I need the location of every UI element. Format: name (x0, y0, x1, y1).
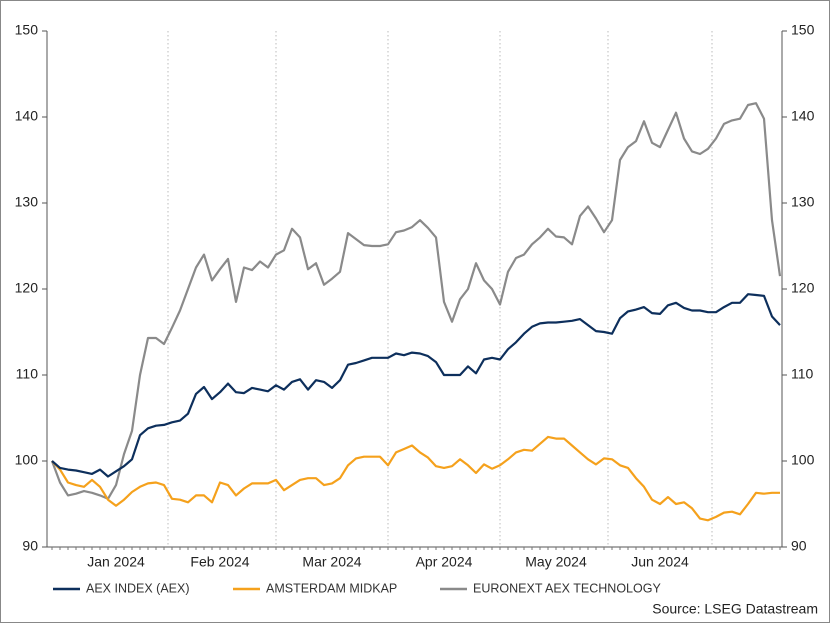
y-tick-label: 100 (15, 452, 39, 468)
legend-label: AEX INDEX (AEX) (86, 581, 190, 595)
y2-tick-label: 100 (791, 452, 815, 468)
series-line (51, 293, 781, 478)
series-line (50, 102, 782, 500)
x-tick-label: Apr 2024 (416, 554, 473, 570)
y2-tick-label: 120 (791, 280, 815, 296)
y2-tick-label: 140 (791, 108, 815, 124)
y-tick-label: 130 (15, 194, 39, 210)
y-tick-label: 140 (15, 108, 39, 124)
x-tick-label: Mar 2024 (302, 554, 361, 570)
y2-tick-label: 130 (791, 194, 815, 210)
y-tick-label: 110 (16, 366, 39, 382)
x-tick-label: Jun 2024 (631, 554, 689, 570)
y-tick-label: 150 (15, 22, 39, 38)
y-tick-label: 120 (15, 280, 39, 296)
y2-tick-label: 90 (791, 538, 807, 554)
x-tick-label: Feb 2024 (190, 554, 249, 570)
y2-tick-label: 110 (791, 366, 814, 382)
series-line (51, 435, 780, 522)
source-note: Source: LSEG Datastream (652, 601, 818, 617)
x-tick-label: May 2024 (525, 554, 587, 570)
x-tick-label: Jan 2024 (87, 554, 145, 570)
y-tick-label: 90 (22, 538, 38, 554)
legend-label: AMSTERDAM MIDKAP (266, 581, 397, 595)
y2-tick-label: 150 (791, 22, 815, 38)
legend-label: EURONEXT AEX TECHNOLOGY (473, 581, 661, 595)
